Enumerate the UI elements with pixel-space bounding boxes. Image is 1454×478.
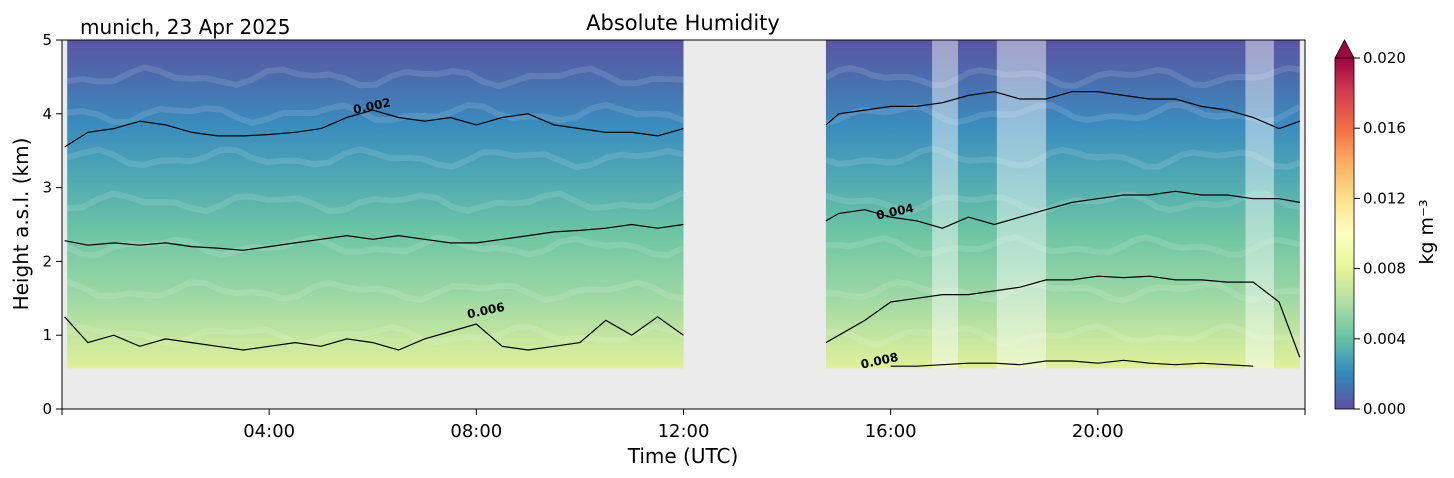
x-tick-label: 08:00	[450, 421, 502, 442]
humidity-field	[67, 40, 1300, 369]
chart-title: Absolute Humidity	[586, 11, 780, 35]
band-line	[66, 190, 685, 215]
flagged-interval-2	[1245, 40, 1274, 369]
colorbar-tick-label: 0.012	[1363, 189, 1406, 207]
band-line	[825, 101, 1302, 127]
colorbar-body	[1334, 57, 1355, 410]
band-line	[66, 278, 684, 304]
band-line	[65, 234, 685, 259]
colorbar-tick-label: 0.020	[1363, 49, 1406, 67]
band-line	[824, 190, 1301, 215]
y-tick-label: 1	[42, 326, 52, 344]
x-ticks: 04:00 08:00 12:00 16:00 20:00	[61, 409, 1306, 442]
y-axis-label: Height a.s.l. (km)	[9, 138, 33, 311]
x-tick-label: 20:00	[1072, 421, 1124, 442]
contour-0.008-seg-0	[890, 359, 1254, 367]
y-tick-label: 5	[42, 31, 52, 49]
colorbar-label: kg m⁻³	[1416, 199, 1438, 264]
band-line	[825, 322, 1301, 348]
band-line	[66, 323, 685, 348]
colorbar-tick-label: 0.000	[1363, 400, 1406, 418]
colorbar-extend-arrow	[1334, 39, 1355, 59]
colorbar-ticks: 0.000 0.004 0.008 0.012 0.016 0.020	[1354, 49, 1406, 418]
colorbar-tick-label: 0.016	[1363, 119, 1406, 137]
band-line	[825, 278, 1301, 304]
contour-0.002-seg-0	[64, 109, 684, 148]
humidity-bands	[65, 64, 1302, 348]
band-line	[824, 145, 1301, 171]
y-tick-label: 0	[42, 400, 52, 418]
contour-0.006-seg-1	[825, 275, 1301, 358]
band-line	[825, 234, 1301, 258]
contour-0.004-seg-0	[64, 223, 684, 251]
site-label: munich, 23 Apr 2025	[80, 15, 290, 39]
contour-0.006-seg-0	[64, 316, 684, 351]
colorbar: 0.000 0.004 0.008 0.012 0.016 0.020 kg m⁻³	[1334, 39, 1438, 418]
y-ticks: 0 1 2 3 4 5	[42, 31, 62, 418]
x-tick-label: 04:00	[243, 421, 295, 442]
band-line	[66, 101, 685, 127]
flagged-interval-0	[932, 40, 958, 369]
y-tick-label: 2	[42, 252, 52, 270]
x-axis-label: Time (UTC)	[627, 444, 739, 468]
flagged-interval-1	[996, 40, 1047, 369]
colorbar-tick-label: 0.004	[1363, 330, 1406, 348]
data-segment-0	[67, 40, 684, 369]
band-line	[824, 64, 1301, 90]
x-tick-label: 16:00	[865, 421, 917, 442]
x-tick-label: 12:00	[658, 421, 710, 442]
contour-0.004-seg-1	[825, 190, 1300, 229]
y-tick-label: 3	[42, 179, 52, 197]
band-line	[66, 146, 685, 171]
y-tick-label: 4	[42, 105, 52, 123]
colorbar-tick-label: 0.008	[1363, 260, 1406, 278]
band-line	[66, 64, 684, 90]
contour-0.002-seg-1	[825, 91, 1301, 130]
